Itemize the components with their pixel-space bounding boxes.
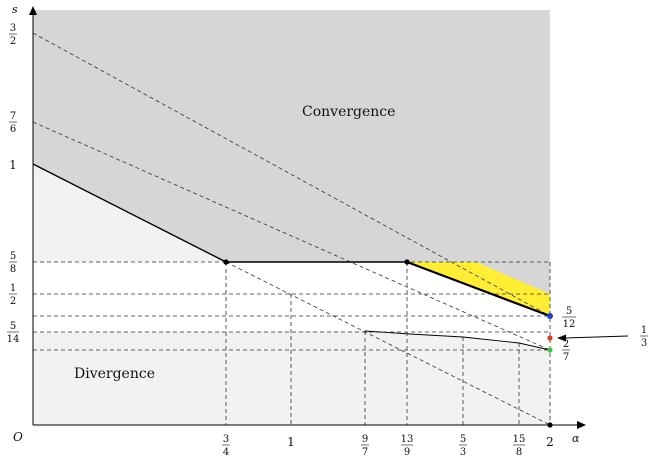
y-tick-five-eighths: 5 8 <box>9 251 17 275</box>
y-tick-seven-sixths-num: 7 <box>10 111 16 122</box>
x-tick-three-quarters: 3 4 <box>222 434 230 458</box>
y-tick-seven-sixths: 7 6 <box>9 111 17 135</box>
point-thirteen-ninths-five-eighths <box>404 259 410 265</box>
guide-diagonal-to-two <box>225 261 551 426</box>
y-tick-one: 1 <box>9 158 17 172</box>
point-red <box>547 335 553 341</box>
label-five-twelfths-num: 5 <box>566 306 572 317</box>
x-tick-three-quarters-den: 4 <box>223 447 229 458</box>
x-tick-nine-sevenths-num: 9 <box>362 434 368 445</box>
x-tick-five-thirds: 5 3 <box>459 434 467 458</box>
x-tick-fifteen-eighths-num: 15 <box>513 434 526 445</box>
point-two-zero <box>547 422 553 428</box>
x-tick-thirteen-ninths-den: 9 <box>404 447 410 458</box>
x-tick-two: 2 <box>546 435 554 449</box>
x-tick-five-thirds-num: 5 <box>460 434 466 445</box>
y-tick-one-half: 1 2 <box>9 283 17 307</box>
yellow-lower-boundary <box>406 260 551 318</box>
label-two-sevenths-den: 7 <box>563 352 569 363</box>
y-axis-name: s <box>12 3 18 16</box>
divergence-label: Divergence <box>74 366 155 382</box>
origin-label: O <box>13 430 23 444</box>
point-blue <box>547 313 553 319</box>
y-tick-seven-sixths-den: 6 <box>10 124 16 135</box>
y-tick-five-fourteenths-num: 5 <box>10 321 16 332</box>
label-two-sevenths-num: 2 <box>563 339 569 350</box>
one-third-pointer-line <box>564 335 629 339</box>
y-axis-arrow-icon <box>29 6 37 15</box>
axes <box>32 12 580 426</box>
y-tick-five-eighths-num: 5 <box>10 251 16 262</box>
x-axis-arrow-icon <box>577 421 586 429</box>
guide-slope-three-halves <box>32 32 551 317</box>
label-one-third-num: 1 <box>641 325 647 336</box>
x-tick-fifteen-eighths: 15 8 <box>513 434 526 458</box>
x-tick-one: 1 <box>287 435 295 449</box>
label-one-third-den: 3 <box>641 338 647 349</box>
x-tick-thirteen-ninths: 13 9 <box>401 434 414 458</box>
y-tick-three-halves: 3 2 <box>9 23 17 47</box>
label-one-third: 1 3 <box>640 325 648 349</box>
label-two-sevenths: 2 7 <box>562 339 570 363</box>
y-tick-five-fourteenths-den: 14 <box>7 334 20 345</box>
y-tick-one-half-den: 2 <box>10 296 16 307</box>
convergence-label: Convergence <box>302 104 395 120</box>
one-third-pointer-arrow-icon <box>557 334 566 342</box>
y-tick-five-eighths-den: 8 <box>10 264 16 275</box>
convergence-region <box>33 10 550 316</box>
point-three-quarters-five-eighths <box>223 259 229 265</box>
label-five-twelfths-den: 12 <box>563 319 576 330</box>
x-tick-five-thirds-den: 3 <box>460 447 466 458</box>
point-green <box>547 347 553 353</box>
y-tick-three-halves-den: 2 <box>10 36 16 47</box>
x-tick-thirteen-ninths-num: 13 <box>401 434 414 445</box>
y-tick-five-fourteenths: 5 14 <box>7 321 20 345</box>
white-gap-region <box>33 262 550 350</box>
x-axis-name: α <box>572 432 580 445</box>
label-five-twelfths: 5 12 <box>562 306 576 330</box>
y-tick-one-half-num: 1 <box>10 283 16 294</box>
guide-slope-seven-sixths <box>32 121 551 351</box>
x-tick-nine-sevenths: 9 7 <box>361 434 369 458</box>
lower-boundary-curve <box>364 330 551 351</box>
x-tick-nine-sevenths-den: 7 <box>362 447 368 458</box>
dashed-guides <box>32 32 551 426</box>
y-tick-three-halves-num: 3 <box>10 23 16 34</box>
x-tick-fifteen-eighths-den: 8 <box>516 447 522 458</box>
x-tick-three-quarters-num: 3 <box>223 434 229 445</box>
divergence-region-under-curve <box>33 331 550 350</box>
